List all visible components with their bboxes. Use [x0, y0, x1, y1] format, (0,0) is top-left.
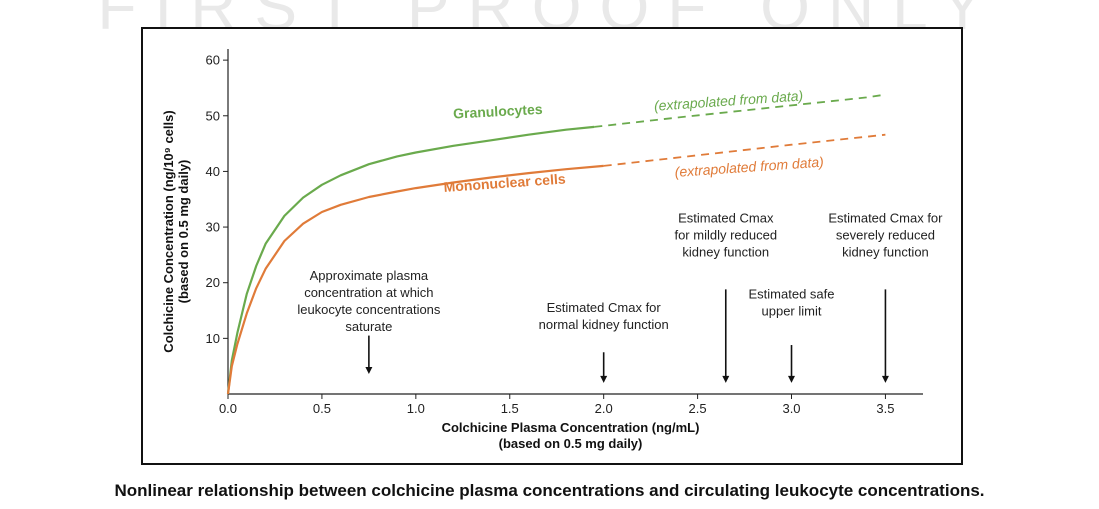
x-tick-label: 0.5 — [313, 401, 331, 416]
series-label-granulocytes: Granulocytes — [453, 101, 543, 122]
chart-svg: 0.0 0.5 1.0 1.5 2.0 2.5 3.0 3.5 10 20 30 40 50 60 Col… — [161, 49, 943, 451]
annotation-arrow-head — [881, 375, 889, 383]
y-tick-label: 30 — [206, 220, 220, 235]
chart-labels: Colchicine Plasma Concentration (ng/mL)(… — [161, 87, 824, 451]
series-extrapolated-line-1 — [603, 133, 886, 167]
extrapolation-label-granulocytes: (extrapolated from data) — [653, 87, 803, 113]
annotation-arrow-head — [722, 375, 730, 383]
x-axis-title: Colchicine Plasma Concentration (ng/mL) — [442, 420, 700, 435]
annotation-text: Estimated Cmax for — [828, 211, 943, 226]
chart-axes: 0.0 0.5 1.0 1.5 2.0 2.5 3.0 3.5 10 20 30 40 50 60 — [206, 49, 923, 416]
x-tick-label: 0.0 — [219, 401, 237, 416]
annotation-text: for mildly reduced — [674, 228, 777, 243]
chart-series — [226, 93, 886, 395]
x-tick-label: 3.0 — [782, 401, 800, 416]
y-tick-label: 60 — [206, 53, 220, 68]
y-axis-title: (based on 0.5 mg daily) — [176, 160, 191, 304]
annotation-arrow-head — [600, 375, 608, 383]
chart-annotations: Approximate plasma concentration at which… — [297, 211, 943, 383]
annotation-text: saturate — [345, 319, 392, 334]
annotation-arrow-head — [365, 366, 373, 374]
annotation-text: kidney function — [682, 245, 769, 260]
y-tick-label: 10 — [206, 331, 220, 346]
x-axis-title: (based on 0.5 mg daily) — [499, 436, 643, 451]
annotation-text: Estimated Cmax for — [547, 300, 662, 315]
y-tick-label: 40 — [206, 164, 220, 179]
series-line-1 — [226, 164, 604, 395]
annotation-text: concentration at which — [304, 285, 433, 300]
x-tick-label: 2.5 — [689, 401, 707, 416]
extrapolation-label-mononuclear: (extrapolated from data) — [674, 154, 824, 180]
chart-frame: 0.0 0.5 1.0 1.5 2.0 2.5 3.0 3.5 10 20 30 40 50 60 Col… — [141, 27, 963, 465]
annotation-text: kidney function — [842, 245, 929, 260]
x-tick-label: 2.0 — [595, 401, 613, 416]
y-tick-label: 50 — [206, 108, 220, 123]
y-tick-label: 20 — [206, 275, 220, 290]
annotation-text: Approximate plasma — [310, 268, 429, 283]
x-tick-label: 1.0 — [407, 401, 425, 416]
x-tick-label: 3.5 — [876, 401, 894, 416]
annotation-text: Estimated Cmax — [678, 211, 774, 226]
annotation-text: leukocyte concentrations — [297, 302, 441, 317]
annotation-text: Estimated safe — [749, 286, 835, 301]
annotation-text: upper limit — [762, 303, 822, 318]
y-axis-title: Colchicine Concentration (ng/10⁹ cells) — [161, 110, 176, 352]
figure-caption: Nonlinear relationship between colchicin… — [114, 481, 985, 500]
annotation-text: normal kidney function — [539, 317, 669, 332]
series-line-0 — [226, 125, 595, 395]
series-label-mononuclear: Mononuclear cells — [443, 171, 566, 195]
annotation-arrow-head — [788, 375, 796, 383]
annotation-text: severely reduced — [836, 228, 935, 243]
x-tick-label: 1.5 — [501, 401, 519, 416]
series-extrapolated-line-0 — [594, 93, 886, 128]
